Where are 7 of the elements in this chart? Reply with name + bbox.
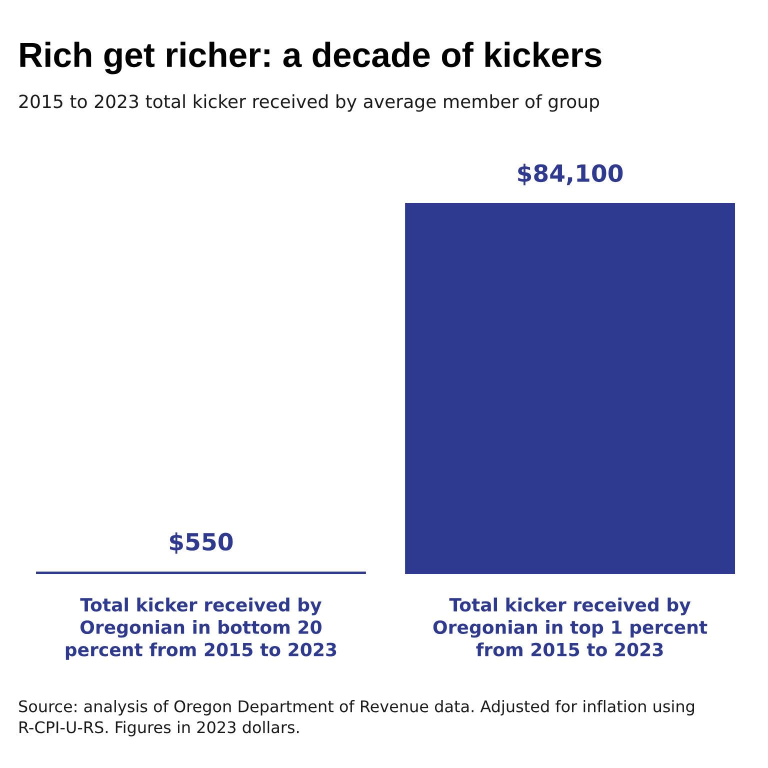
data-label: $550 (170, 532, 233, 554)
chart-subtitle: 2015 to 2023 total kicker received by average member of group (19, 94, 600, 112)
x-tick-label: Total kicker received by Oregonian in top 1 percent from 2015 to 2023 (433, 598, 708, 656)
data-label: $84,100 (518, 164, 623, 186)
x-tick-label: Total kicker received by Oregonian in bottom 20 percent from 2015 to 2023 (66, 598, 336, 660)
chart-title: Rich get richer: a decade of kickers (20, 42, 602, 74)
source-note: Source: analysis of Oregon Department of Revenue data. Adjusted for inflation using R-CPI-U-RS. Figures in 2023 dollars. (19, 700, 694, 736)
